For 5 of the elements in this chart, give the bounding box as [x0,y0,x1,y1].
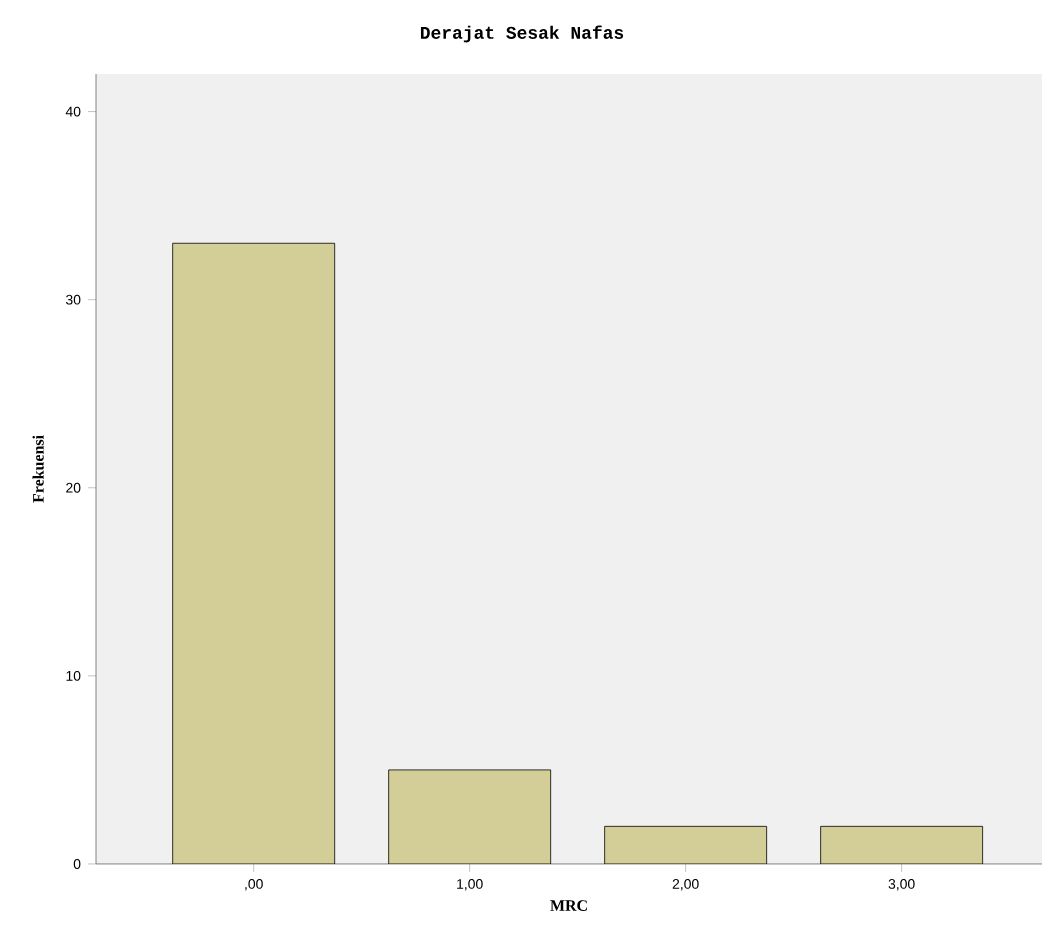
bar [172,242,336,864]
bar [604,825,768,864]
bar [820,825,984,864]
chart-title: Derajat Sesak Nafas [420,25,624,43]
bar [388,769,552,864]
